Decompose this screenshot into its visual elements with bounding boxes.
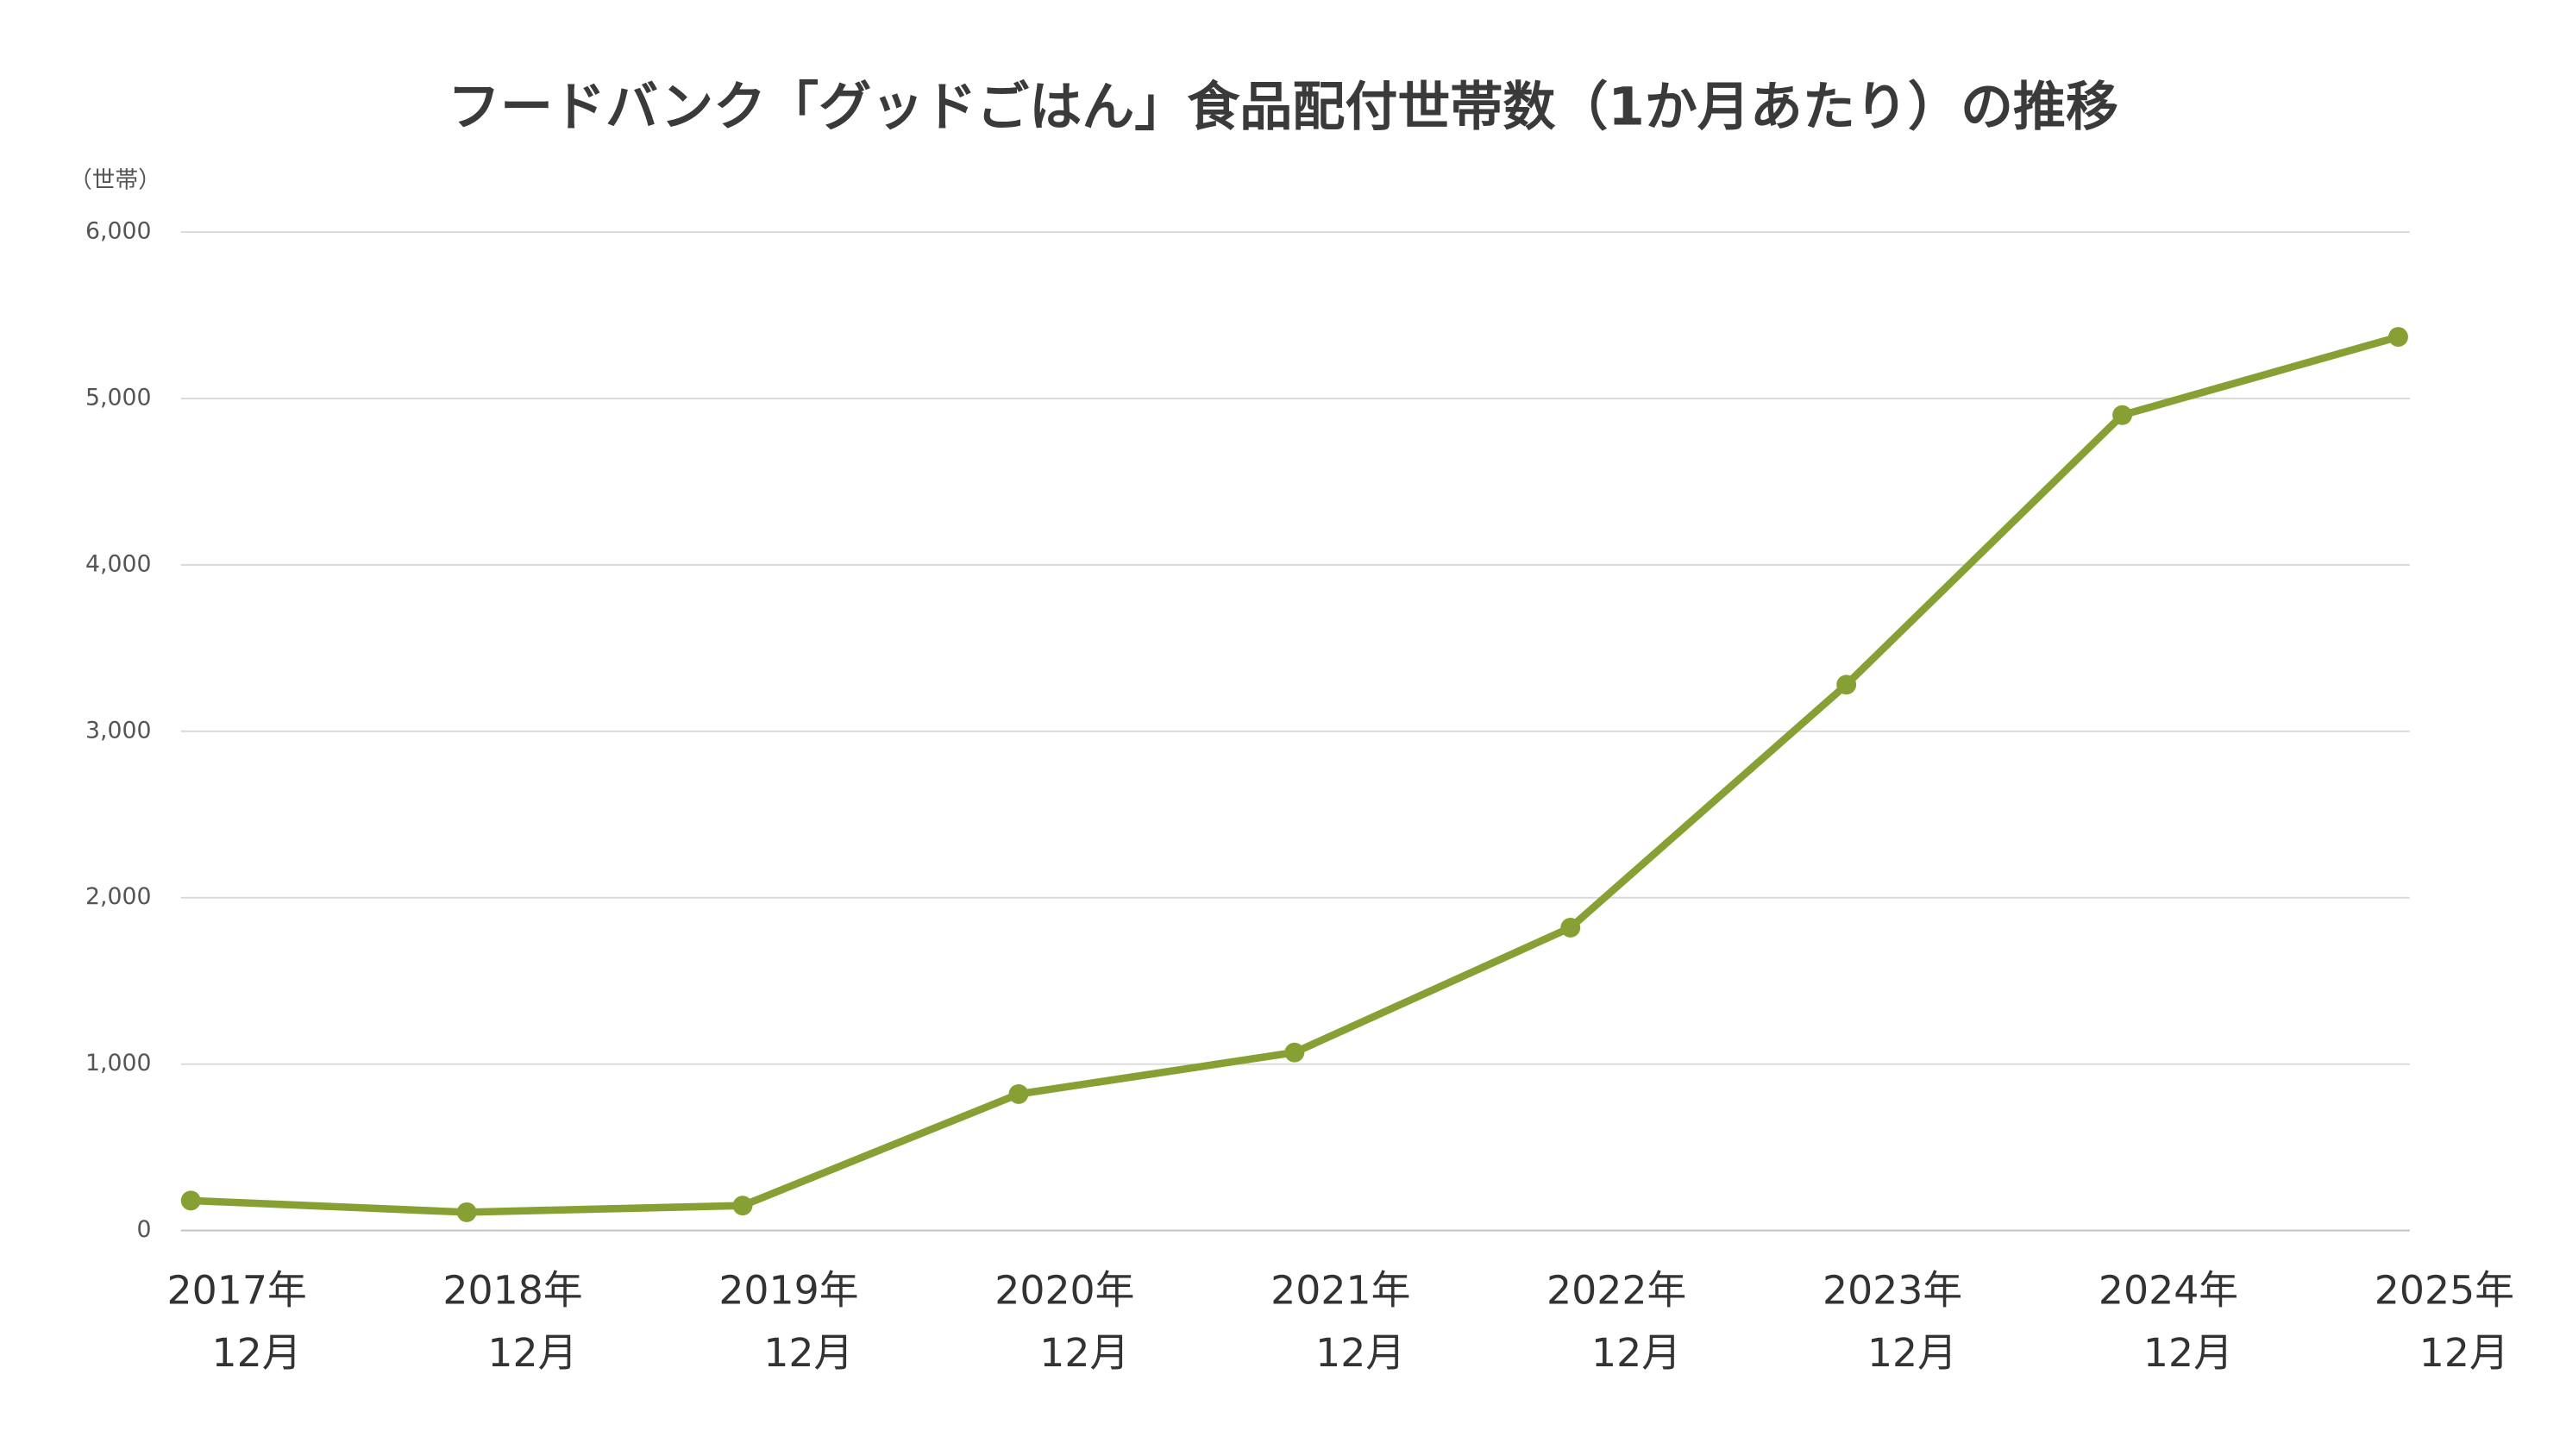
y-tick-label: 2,000 bbox=[85, 883, 151, 910]
data-point bbox=[180, 1190, 201, 1211]
data-line bbox=[191, 333, 2400, 1216]
data-point bbox=[1284, 1042, 1305, 1063]
y-tick-label: 1,000 bbox=[85, 1050, 151, 1076]
x-tick-label: 2017年 bbox=[167, 1268, 307, 1314]
data-point bbox=[1008, 1083, 1029, 1104]
x-tick-label: 12月 bbox=[763, 1330, 853, 1376]
x-tick-label: 2022年 bbox=[1547, 1268, 1686, 1314]
chart-title: フードバンク「グッドごはん」食品配付世帯数（1か月あたり）の推移 bbox=[448, 76, 2118, 137]
y-tick-label: 3,000 bbox=[85, 717, 151, 744]
data-point bbox=[2112, 405, 2133, 425]
x-tick-label: 12月 bbox=[1315, 1330, 1405, 1376]
x-tick-label: 2020年 bbox=[994, 1268, 1134, 1314]
x-tick-label: 2023年 bbox=[1823, 1268, 1962, 1314]
data-point bbox=[732, 1196, 753, 1216]
y-tick-label: 4,000 bbox=[85, 550, 151, 577]
x-tick-label: 12月 bbox=[487, 1330, 577, 1376]
x-tick-label: 2025年 bbox=[2375, 1268, 2514, 1314]
x-tick-label: 12月 bbox=[212, 1330, 302, 1376]
y-tick-label: 6,000 bbox=[85, 218, 151, 245]
x-tick-label: 12月 bbox=[2419, 1330, 2509, 1376]
x-tick-label: 2019年 bbox=[718, 1268, 858, 1314]
data-point bbox=[1560, 918, 1581, 938]
x-tick-label: 12月 bbox=[1039, 1330, 1129, 1376]
y-tick-label: 5,000 bbox=[85, 384, 151, 411]
data-point bbox=[2388, 327, 2408, 348]
x-tick-label: 12月 bbox=[1591, 1330, 1681, 1376]
data-point bbox=[1836, 675, 1857, 695]
y-axis-label: （世帯） bbox=[69, 166, 161, 193]
y-tick-label: 0 bbox=[136, 1216, 151, 1243]
data-point bbox=[456, 1202, 477, 1222]
x-tick-label: 2024年 bbox=[2099, 1268, 2238, 1314]
x-tick-label: 2021年 bbox=[1270, 1268, 1410, 1314]
x-tick-label: 12月 bbox=[2143, 1330, 2233, 1376]
x-tick-label: 12月 bbox=[1867, 1330, 1957, 1376]
x-tick-label: 2018年 bbox=[442, 1268, 582, 1314]
